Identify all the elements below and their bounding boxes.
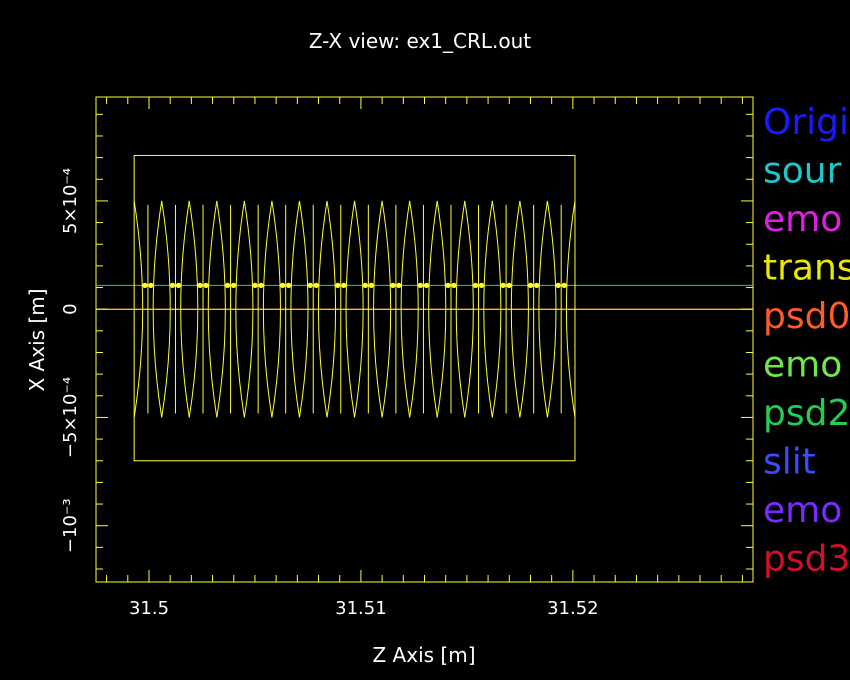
legend-entry: slit (763, 442, 816, 483)
lens-marker (335, 282, 341, 288)
legend-entry: psd3 (763, 539, 850, 580)
lens-marker (451, 282, 457, 288)
lens-stack-layer (133, 200, 576, 418)
transmission-box (133, 154, 576, 462)
lens-marker (390, 282, 396, 288)
x-tick-label: 31.51 (335, 598, 387, 619)
chart-title: Z-X view: ex1_CRL.out (309, 29, 531, 53)
legend-entry: emo (763, 199, 842, 240)
lens-element (326, 200, 356, 418)
y-tick-label: 5×10⁻⁴ (60, 168, 81, 234)
transmission-box-layer (133, 154, 576, 462)
lens-marker (252, 282, 258, 288)
lens-marker (313, 282, 319, 288)
lens-marker (307, 282, 313, 288)
lens-marker (478, 282, 485, 288)
lens-marker (362, 282, 368, 288)
lens-marker (230, 282, 237, 288)
lens-element (298, 200, 328, 418)
lens-element (188, 200, 218, 418)
lens-element (161, 200, 190, 418)
lens-marker (142, 282, 148, 288)
lens-element (243, 200, 273, 418)
x-tick-label: 31.5 (129, 598, 169, 619)
lens-marker (197, 282, 203, 288)
y-tick-label: −10⁻³ (60, 498, 81, 553)
lens-marker (528, 282, 534, 288)
lens-marker (280, 282, 286, 288)
lens-element (381, 200, 411, 418)
y-tick-label: 0 (60, 303, 81, 314)
legend-entry: emo (763, 490, 842, 531)
lens-marker (472, 282, 479, 288)
lens-marker (417, 282, 424, 288)
lens-element (133, 200, 163, 418)
x-tick-label: 31.52 (547, 598, 599, 619)
lens-marker (169, 282, 176, 288)
lens-marker (534, 282, 540, 288)
lens-marker (286, 282, 292, 288)
lens-marker (445, 282, 451, 288)
plot-frame (95, 96, 754, 583)
lens-marker (341, 282, 347, 288)
lens-element (436, 200, 466, 418)
lens-element (519, 200, 548, 418)
lens-marker (203, 282, 209, 288)
legend-entry: emo (763, 345, 842, 386)
lens-marker (423, 282, 430, 288)
lens-marker (506, 282, 512, 288)
lens-element (546, 200, 576, 418)
lens-marker (258, 282, 264, 288)
lens-element (409, 200, 438, 418)
lens-element (354, 200, 383, 418)
lens-marker (500, 282, 506, 288)
y-axis-label: X Axis [m] (25, 289, 49, 392)
lens-element (491, 200, 521, 418)
lens-element (464, 200, 493, 418)
legend: Origi sour emo trans psd0 emo psd2 slit emo psd3 (763, 102, 850, 580)
lens-marker (148, 282, 154, 288)
legend-entry: psd0 (763, 296, 850, 337)
lens-marker (396, 282, 402, 288)
legend-entry: Origi (763, 102, 849, 143)
y-tick-label: −5×10⁻⁴ (60, 377, 81, 458)
lens-marker (224, 282, 231, 288)
lens-marker (175, 282, 182, 288)
series-layer (96, 284, 753, 310)
lens-element (271, 200, 300, 418)
legend-entry: psd2 (763, 393, 850, 434)
x-axis-label: Z Axis [m] (373, 643, 476, 667)
lens-marker (561, 282, 567, 288)
lens-element (216, 200, 245, 418)
tick-layer: 31.5 31.51 31.52 5×10⁻⁴ 0 −5×10⁻⁴ −10⁻³ (60, 97, 753, 619)
legend-entry: trans (763, 248, 850, 289)
lens-marker (368, 282, 374, 288)
legend-entry: sour (763, 151, 842, 192)
lens-marker (555, 282, 561, 288)
